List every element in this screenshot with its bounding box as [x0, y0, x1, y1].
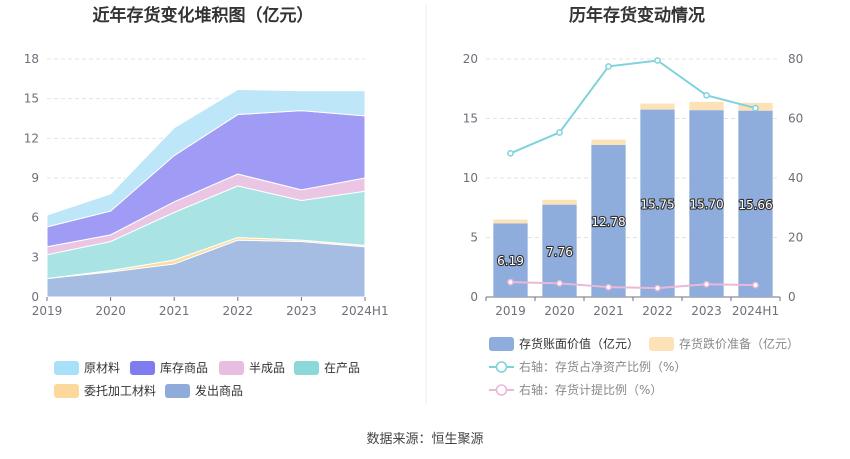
- right-y2-tick-label: 40: [788, 171, 803, 185]
- bar-存货账面价值（亿元）-2022: [640, 109, 675, 297]
- right-line-series: [507, 57, 759, 292]
- right-stacked-bars: [493, 101, 773, 298]
- legend-label-原材料: 原材料: [84, 361, 120, 375]
- legend-label-发出商品: 发出商品: [195, 383, 243, 398]
- legend-label-impairment: 存货跌价准备（亿元）: [679, 336, 799, 351]
- legend-swatch-book-value: [489, 337, 514, 351]
- right-y2-tick-label: 60: [788, 112, 803, 126]
- legend-label-在产品: 在产品: [324, 361, 360, 375]
- legend-label-book-value: 存货账面价值（亿元）: [519, 336, 639, 351]
- right-y2-tick-label: 0: [788, 290, 796, 304]
- left-x-tick-label: 2019: [32, 304, 63, 318]
- legend-swatch-库存商品: [130, 361, 155, 375]
- right-x-tick-label: 2019: [495, 304, 526, 318]
- legend-swatch-发出商品: [165, 384, 190, 398]
- right-y2-tick-label: 80: [788, 52, 803, 66]
- bar-value-label: 15.75: [640, 197, 674, 211]
- line-point-右轴：存货计提比例（%）: [752, 281, 759, 289]
- left-y-tick-label: 6: [31, 211, 39, 225]
- line-point-右轴：存货计提比例（%）: [654, 284, 661, 292]
- legend-swatch-委托加工材料: [54, 384, 79, 398]
- bar-存货跌价准备（亿元）-2021: [591, 139, 626, 145]
- right-y-tick-label: 10: [463, 171, 478, 185]
- data-source-note: 数据来源：恒生聚源: [366, 432, 483, 447]
- left-x-tick-label: 2022: [223, 304, 254, 318]
- legend-swatch-半成品: [219, 361, 244, 375]
- left-y-tick-label: 3: [31, 250, 39, 264]
- legend-swatch-在产品: [294, 361, 319, 375]
- right-x-tick-label: 2023: [691, 304, 722, 318]
- bar-存货账面价值（亿元）-2024H1: [738, 110, 773, 298]
- line-point-右轴：存货占净资产比例（%）: [752, 104, 759, 112]
- line-point-右轴：存货占净资产比例（%）: [507, 149, 514, 157]
- right-y2-axis-ticks: 0 20 40 60 80: [788, 52, 803, 304]
- left-y-tick-label: 0: [31, 290, 39, 304]
- left-y-tick-label: 12: [24, 131, 39, 145]
- right-y-tick-label: 20: [463, 52, 478, 66]
- left-stacked-areas: [46, 88, 366, 298]
- right-x-tick-label: 2022: [642, 304, 673, 318]
- line-point-右轴：存货占净资产比例（%）: [556, 129, 563, 136]
- right-y-tick-label: 15: [463, 112, 478, 126]
- line-point-右轴：存货占净资产比例（%）: [703, 91, 710, 99]
- line-右轴：存货计提比例（%）: [510, 281, 756, 290]
- legend-swatch-impairment: [649, 337, 674, 351]
- left-x-tick-label: 2021: [159, 304, 190, 318]
- left-x-axis-ticks: 2019 2020 2021 2022 2023 2024H1: [32, 297, 389, 318]
- left-chart-title: 近年存货变化堆积图（亿元）: [93, 5, 314, 26]
- left-x-tick-label: 2023: [286, 304, 317, 318]
- line-右轴：存货占净资产比例（%）: [510, 59, 756, 155]
- right-y-tick-label: 0: [470, 290, 478, 304]
- right-bar-labels: 6.19 7.76 12.78 15.75 15.70 15.66: [496, 196, 774, 269]
- bar-存货跌价准备（亿元）-2020: [542, 199, 577, 205]
- line-point-右轴：存货计提比例（%）: [605, 283, 612, 291]
- line-point-右轴：存货计提比例（%）: [556, 279, 563, 287]
- right-x-tick-label: 2020: [544, 304, 575, 318]
- right-y-tick-label: 5: [470, 231, 478, 245]
- right-chart-title: 历年存货变动情况: [569, 5, 705, 26]
- left-y-tick-label: 18: [24, 52, 39, 66]
- area-原材料: [46, 88, 366, 228]
- bar-value-label: 15.66: [738, 198, 772, 212]
- bar-存货跌价准备（亿元）-2023: [689, 101, 724, 111]
- right-y-axis-ticks: 0 5 10 15 20: [463, 52, 478, 304]
- left-x-tick-label: 2024H1: [341, 304, 388, 318]
- line-point-右轴：存货占净资产比例（%）: [654, 57, 661, 64]
- bar-value-label: 7.76: [546, 245, 573, 259]
- bar-value-label: 12.78: [591, 215, 625, 229]
- bar-存货账面价值（亿元）-2021: [591, 144, 626, 297]
- legend-label-库存商品: 库存商品: [160, 360, 208, 375]
- right-x-tick-label: 2024H1: [732, 304, 779, 318]
- right-y2-tick-label: 20: [788, 231, 803, 245]
- bar-value-label: 15.70: [689, 198, 723, 212]
- legend-label-line-1: 右轴：存货计提比例（%）: [519, 382, 662, 397]
- line-point-右轴：存货占净资产比例（%）: [605, 63, 612, 70]
- legend-label-line-0: 右轴：存货占净资产比例（%）: [519, 359, 686, 374]
- bar-存货跌价准备（亿元）-2022: [640, 103, 675, 110]
- legend-swatch-原材料: [54, 361, 79, 375]
- left-y-axis-ticks: 0 3 6 9 12 15 18: [24, 52, 39, 304]
- left-x-tick-label: 2020: [95, 304, 126, 318]
- bar-存货账面价值（亿元）-2023: [689, 110, 724, 297]
- right-x-axis-ticks: 2019 2020 2021 2022 2023 2024H1: [485, 297, 781, 318]
- right-x-tick-label: 2021: [593, 304, 624, 318]
- bar-value-label: 6.19: [497, 254, 524, 268]
- line-point-右轴：存货计提比例（%）: [703, 280, 710, 288]
- right-gridlines: [486, 58, 780, 298]
- legend-label-委托加工材料: 委托加工材料: [84, 384, 156, 398]
- right-legend[interactable]: 存货账面价值（亿元） 存货跌价准备（亿元） 右轴：存货占净资产比例（%） 右轴：存货计…: [489, 336, 799, 397]
- bar-存货跌价准备（亿元）-2019: [493, 219, 528, 224]
- line-point-右轴：存货计提比例（%）: [507, 278, 514, 286]
- left-y-tick-label: 15: [24, 92, 39, 106]
- legend-label-半成品: 半成品: [249, 361, 285, 375]
- left-y-tick-label: 9: [31, 171, 39, 185]
- legend-marker-右轴：存货计提比例（%）: [495, 384, 508, 396]
- legend-marker-右轴：存货占净资产比例（%）: [495, 361, 508, 373]
